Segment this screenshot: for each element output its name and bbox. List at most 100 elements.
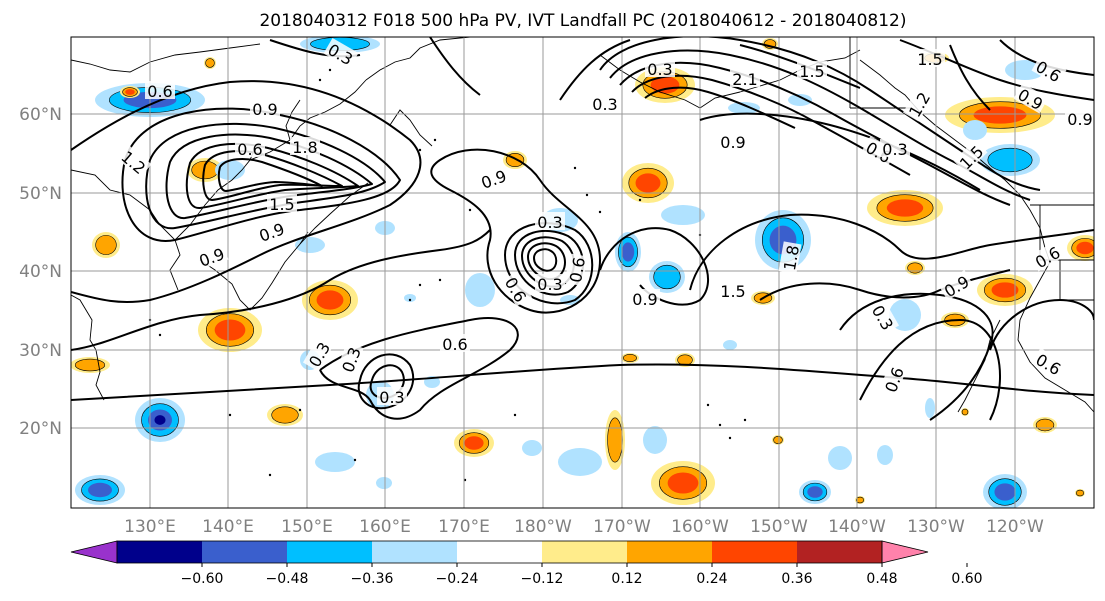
longitude-label: 170°W <box>593 517 651 537</box>
pv-anomaly-patch <box>271 406 299 424</box>
pv-anomaly-patch <box>723 340 737 350</box>
colorbar-tick-label: 0.60 <box>951 571 982 587</box>
contour-label-bg <box>323 37 359 69</box>
contour-label-bg <box>797 61 827 79</box>
contour-label-bg <box>915 49 945 67</box>
contour-label-group: 1.5 <box>267 194 297 214</box>
contour-label-bg <box>868 299 900 335</box>
latitude-label: 20°N <box>19 419 62 439</box>
contour-label-group: 0.3 <box>880 139 910 159</box>
contour-label: 0.6 <box>237 140 262 159</box>
contour-label-bg <box>879 362 907 397</box>
latitude-label: 40°N <box>19 262 62 282</box>
colorbar-swatch <box>542 541 627 563</box>
island-dot <box>438 278 442 282</box>
ivt-contour-line <box>71 229 491 351</box>
island-dot <box>433 138 437 142</box>
pv-anomaly-patch <box>650 76 680 94</box>
pv-anomaly-patch <box>464 436 484 450</box>
island-dot <box>598 210 602 214</box>
contour-label-bg <box>1031 54 1067 86</box>
pv-anomaly-patch <box>635 173 661 193</box>
colorbar-tick-label: 0.48 <box>866 571 897 587</box>
contour-label-bg <box>645 59 675 77</box>
longitude-label: 130°W <box>907 517 965 537</box>
colorbar-swatch <box>117 541 202 563</box>
coastline <box>365 37 471 81</box>
longitude-label: 140°E <box>202 517 254 537</box>
contour-label: 1.5 <box>269 195 294 214</box>
contour-label-group: 0.3 <box>868 299 900 335</box>
island-dot <box>298 408 302 412</box>
contour-label-bg <box>1031 347 1067 379</box>
contour-label: 0.3 <box>379 388 404 407</box>
coastline <box>249 79 367 161</box>
ivt-contour-line <box>859 319 1001 421</box>
contour-label-bg <box>302 336 334 372</box>
contour-label-bg <box>336 342 364 377</box>
contour-label-bg <box>938 269 974 301</box>
map-panel: 0.30.62.1 1.51.5 0.60.90.3 1.21.80.91.50.91… <box>70 36 1095 509</box>
longitude-labels: 130°E 140°E 150°E 160°E 170°E 180°W 170°W 160°W… <box>124 517 1044 537</box>
ivt-contour-line <box>559 39 631 101</box>
colorbar-tick-label: −0.24 <box>436 571 479 587</box>
ivt-contour-line <box>429 37 481 96</box>
pv-anomaly-patch <box>1076 489 1085 497</box>
ivt-contour-line <box>357 353 415 410</box>
pv-anomaly-patch <box>465 273 495 307</box>
longitude-label: 160°W <box>671 517 729 537</box>
contour-label-bg <box>861 135 897 167</box>
contour-label-bg <box>535 212 565 230</box>
colorbar-swatch <box>712 541 797 563</box>
contour-label-bg <box>145 81 175 99</box>
ivt-contour-line <box>121 107 401 242</box>
island-dot <box>638 198 642 202</box>
island-dot <box>228 413 232 417</box>
contour-label-group: 1.8 <box>778 241 803 274</box>
colorbar-tick-label: −0.12 <box>521 571 564 587</box>
contour-label-bg <box>476 164 511 192</box>
island-dot <box>513 413 517 417</box>
contour-label: 1.8 <box>292 138 317 157</box>
pv-anomaly-patch <box>214 319 246 341</box>
colorbar-tick-label: 0.12 <box>611 571 642 587</box>
contour-label-group: 0.3 <box>377 387 407 407</box>
pv-anomaly-patch <box>154 415 166 425</box>
island-dot <box>418 148 422 152</box>
island-dot <box>353 458 357 462</box>
island-dot <box>328 68 332 72</box>
contour-label-group: 0.6 <box>145 81 175 101</box>
ivt-contour-line <box>71 363 1094 401</box>
ivt-contour-line <box>319 317 519 420</box>
contour-label-bg <box>1065 109 1094 127</box>
pv-anomaly-patch <box>621 242 635 262</box>
ivt-contour-line <box>989 299 1094 351</box>
coastline <box>71 169 181 291</box>
colorbar-swatch <box>627 541 712 563</box>
latitude-labels: 60°N 50°N 40°N 30°N 20°N <box>19 105 62 439</box>
colorbar-tick-label: 0.24 <box>696 571 727 587</box>
contour-label-bg <box>590 94 620 112</box>
contour-label-group: 0.3 <box>336 342 365 377</box>
contour-label-bg <box>235 139 265 157</box>
contour-label-bg <box>718 281 748 299</box>
contour-label-bg <box>254 217 289 245</box>
pv-anomaly-patch <box>925 398 935 418</box>
latitude-label: 60°N <box>19 105 62 125</box>
colorbar-swatch <box>202 541 287 563</box>
contour-label: 2.1 <box>732 70 757 89</box>
contour-label-bg <box>194 242 229 270</box>
coastline <box>285 99 301 141</box>
contour-label-bg <box>267 194 297 212</box>
colorbar-tick-label: −0.60 <box>181 571 224 587</box>
ivt-contour-line <box>619 61 1011 206</box>
graticule-layer <box>71 37 1094 508</box>
pv-anomaly-patch <box>653 264 681 290</box>
contour-label-group: 0.3 <box>645 59 675 79</box>
contour-label: 0.9 <box>252 100 277 119</box>
pv-anomaly-patch <box>316 290 344 310</box>
colorbar: −0.60 −0.48 −0.36 −0.24 −0.12 0.12 0.24 0.36 0.4… <box>70 540 983 587</box>
island-dot <box>468 208 472 212</box>
coastline <box>174 147 256 241</box>
